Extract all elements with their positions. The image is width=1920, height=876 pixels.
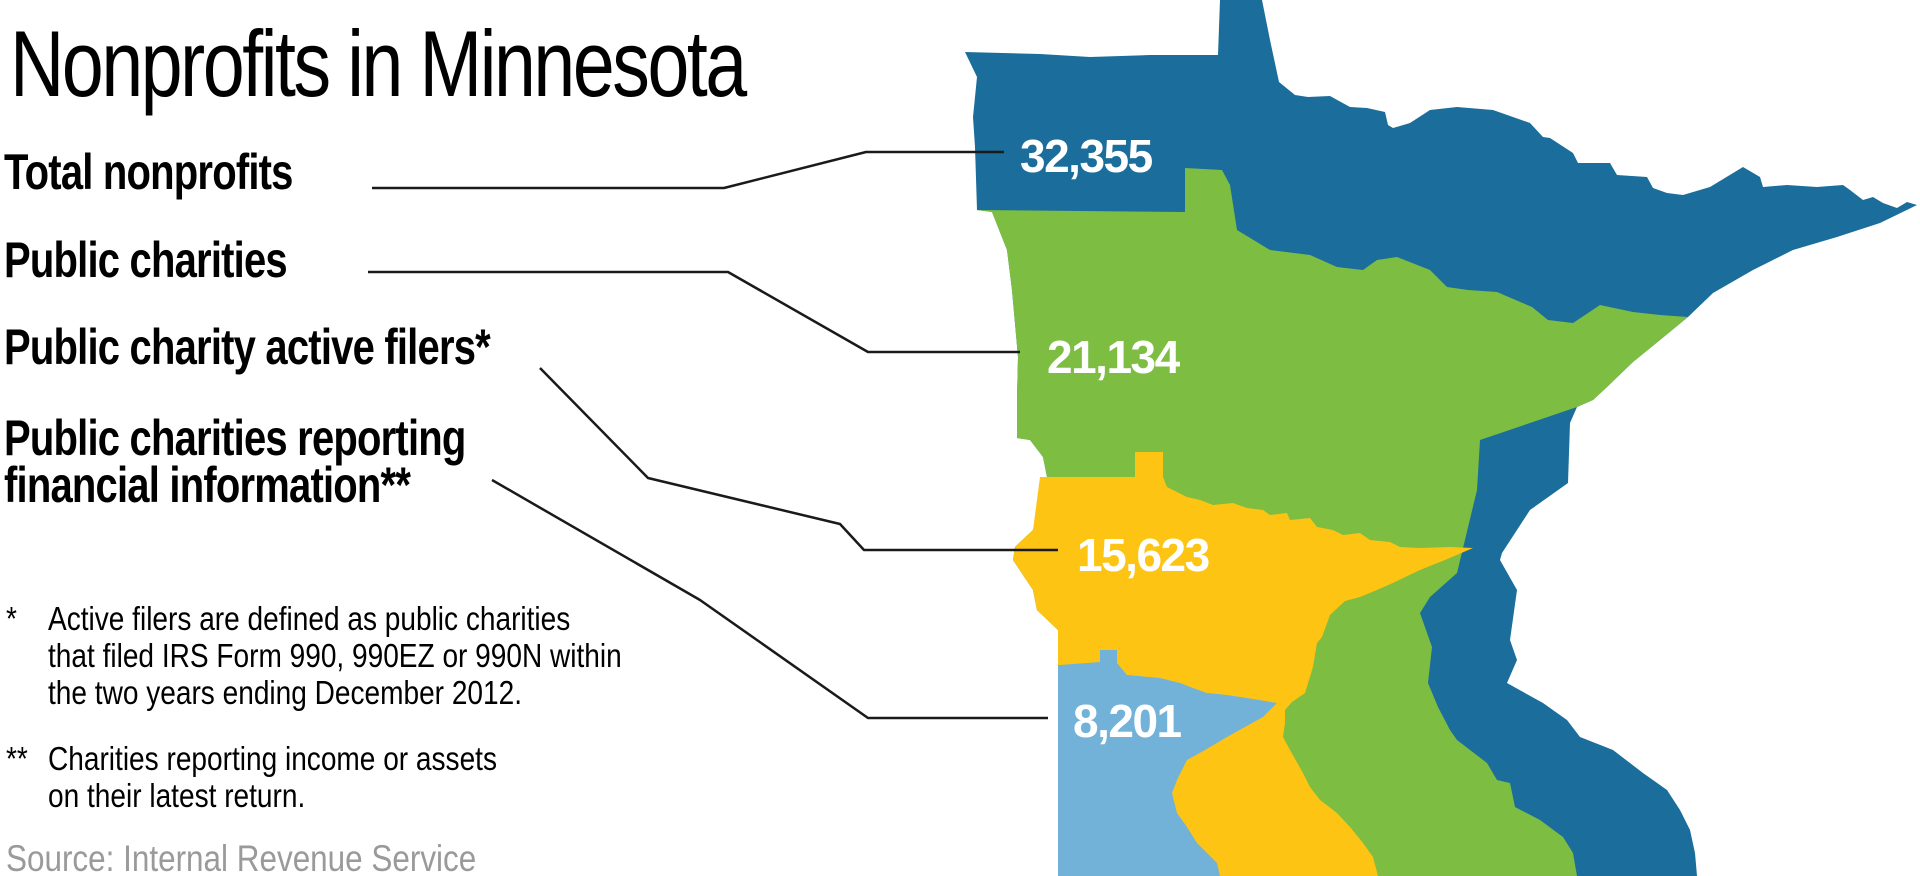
callout-line-total-nonprofits bbox=[372, 150, 1004, 190]
region-reporting-financial bbox=[1058, 650, 1277, 876]
footnote-reporting: ** Charities reporting income or assets … bbox=[6, 740, 576, 814]
value-total-nonprofits: 32,355 bbox=[1020, 130, 1153, 182]
label-public-charities-reporting: Public charities reporting financial inf… bbox=[4, 410, 466, 513]
label-public-charities: Public charities bbox=[4, 232, 288, 288]
label-total-nonprofits: Total nonprofits bbox=[4, 144, 293, 200]
footnote-text-2: Charities reporting income or assets on … bbox=[48, 740, 497, 814]
value-active-filers: 15,623 bbox=[1077, 529, 1209, 581]
callout-line-public-charities bbox=[368, 270, 1020, 354]
value-public-charities: 21,134 bbox=[1047, 331, 1181, 383]
callout-line-active-filers bbox=[539, 367, 1058, 552]
footnote-text-1: Active filers are defined as public char… bbox=[48, 600, 622, 711]
callout-line-reporting-financial bbox=[491, 478, 1048, 720]
source-note: Source: Internal Revenue Service bbox=[6, 838, 477, 876]
page-title: Nonprofits in Minnesota bbox=[10, 0, 929, 132]
page-title-text: Nonprofits in Minnesota bbox=[10, 11, 747, 116]
footnote-marker-1: * bbox=[6, 600, 17, 637]
footnote-active-filers: * Active filers are defined as public ch… bbox=[6, 600, 723, 711]
value-reporting-financial: 8,201 bbox=[1073, 695, 1182, 747]
footnote-marker-2: ** bbox=[6, 740, 28, 777]
label-public-charity-active-filers: Public charity active filers* bbox=[4, 319, 491, 375]
